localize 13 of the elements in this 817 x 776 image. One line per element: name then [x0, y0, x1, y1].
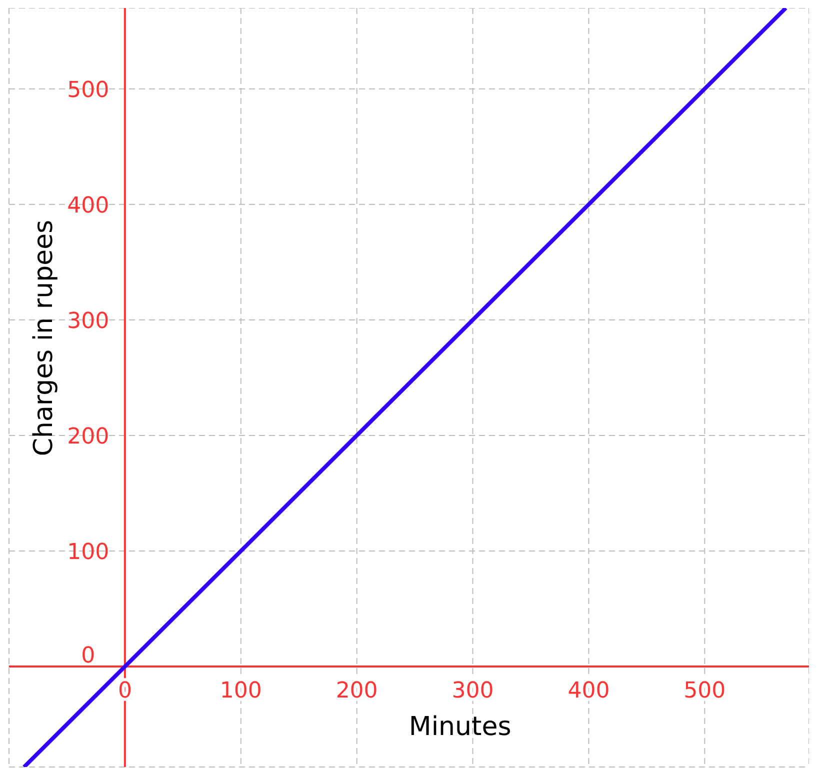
- x-axis-title: Minutes: [408, 712, 512, 742]
- x-tick-label: 500: [684, 678, 726, 704]
- y-axis-title: Charges in rupees: [29, 220, 59, 456]
- y-tick-label: 200: [67, 424, 110, 450]
- y-tick-label: 0: [81, 643, 96, 668]
- y-tick-label: 100: [67, 540, 110, 565]
- x-tick-label: 100: [220, 678, 262, 704]
- x-tick-label: 400: [568, 678, 610, 704]
- y-tick-label: 500: [67, 78, 110, 103]
- x-tick-label: 300: [452, 678, 494, 704]
- y-tick-label: 400: [67, 193, 110, 218]
- y-tick-label: 300: [67, 308, 110, 334]
- x-tick-label: 200: [336, 678, 378, 704]
